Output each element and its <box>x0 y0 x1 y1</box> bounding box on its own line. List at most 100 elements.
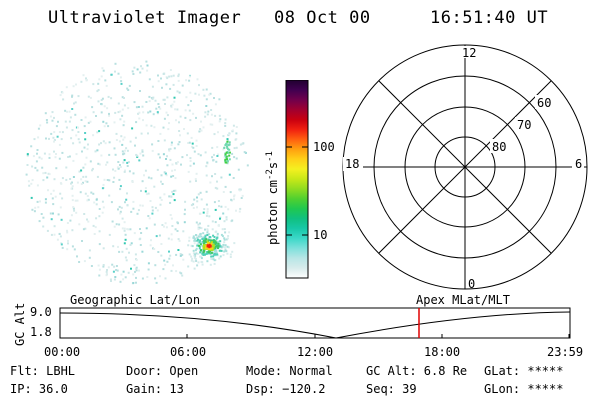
aurora-pixel <box>138 159 141 162</box>
aurora-pixel <box>82 74 85 77</box>
aurora-pixel <box>218 243 221 246</box>
aurora-pixel <box>160 243 163 245</box>
aurora-pixel <box>159 156 161 159</box>
aurora-pixel <box>173 199 176 202</box>
aurora-pixel <box>132 73 135 75</box>
aurora-pixel <box>30 182 33 185</box>
aurora-pixel <box>151 149 154 152</box>
aurora-pixel <box>196 264 199 267</box>
aurora-pixel <box>198 247 201 250</box>
aurora-pixel <box>51 111 54 114</box>
aurora-pixel <box>45 137 47 140</box>
aurora-pixel <box>81 240 83 242</box>
aurora-pixel <box>112 270 115 273</box>
aurora-pixel <box>134 144 136 147</box>
aurora-pixel <box>229 191 232 194</box>
aurora-pixel <box>202 88 205 91</box>
aurora-pixel <box>114 276 117 278</box>
aurora-pixel <box>213 153 215 156</box>
aurora-pixel <box>227 208 230 211</box>
aurora-pixel <box>53 150 55 153</box>
aurora-pixel <box>174 228 177 231</box>
aurora-pixel <box>123 221 126 224</box>
aurora-pixel <box>233 242 236 245</box>
aurora-pixel <box>177 222 179 225</box>
colorbar-gradient <box>285 80 309 279</box>
aurora-pixel <box>142 119 144 122</box>
aurora-pixel <box>78 223 81 226</box>
aurora-pixel <box>114 153 117 156</box>
aurora-pixel <box>98 243 101 246</box>
aurora-pixel <box>216 232 219 235</box>
aurora-pixel <box>211 123 214 126</box>
aurora-pixel <box>173 96 176 99</box>
aurora-pixel <box>194 92 197 95</box>
aurora-pixel <box>223 241 226 244</box>
aurora-pixel <box>86 218 88 221</box>
aurora-pixel <box>222 135 225 138</box>
aurora-pixel <box>203 241 206 244</box>
aurora-pixel <box>187 142 190 144</box>
aurora-pixel <box>108 153 111 156</box>
aurora-pixel <box>127 271 130 274</box>
aurora-pixel <box>212 239 215 242</box>
x-tick-2359: 23:59 <box>547 345 584 359</box>
aurora-pixel <box>61 131 64 134</box>
aurora-pixel <box>83 213 86 215</box>
aurora-pixel <box>156 209 159 212</box>
aurora-pixel <box>169 69 172 71</box>
aurora-pixel <box>97 264 100 267</box>
aurora-pixel <box>85 175 88 178</box>
aurora-pixel <box>66 222 69 224</box>
aurora-pixel <box>211 258 214 260</box>
aurora-pixel <box>169 158 172 161</box>
aurora-pixel <box>85 79 88 81</box>
aurora-pixel <box>191 142 194 145</box>
aurora-pixel <box>205 88 208 91</box>
aurora-pixel <box>37 127 40 130</box>
aurora-pixel <box>80 183 83 185</box>
aurora-pixel <box>61 197 64 200</box>
aurora-pixel <box>69 219 72 222</box>
aurora-pixel <box>46 176 49 179</box>
aurora-pixel <box>223 237 226 240</box>
aurora-pixel <box>53 233 56 236</box>
aurora-pixel <box>100 75 103 78</box>
aurora-pixel <box>228 173 231 176</box>
aurora-pixel <box>134 253 137 256</box>
aurora-pixel <box>202 236 205 239</box>
aurora-pixel <box>53 178 56 181</box>
aurora-pixel <box>141 67 144 70</box>
aurora-pixel <box>211 253 214 256</box>
aurora-pixel <box>228 231 231 234</box>
aurora-pixel <box>199 255 202 258</box>
aurora-pixel <box>56 238 59 241</box>
aurora-pixel <box>220 176 223 179</box>
aurora-pixel <box>128 251 130 254</box>
aurora-pixel <box>203 244 205 247</box>
aurora-pixel <box>226 245 229 248</box>
aurora-pixel <box>168 257 171 260</box>
aurora-pixel <box>118 250 121 253</box>
aurora-pixel <box>226 237 229 240</box>
aurora-pixel <box>199 251 202 254</box>
aurora-pixel <box>168 250 170 253</box>
aurora-pixel <box>42 179 45 182</box>
aurora-pixel <box>200 198 203 201</box>
aurora-pixel <box>150 177 153 180</box>
aurora-pixel <box>84 227 87 230</box>
aurora-pixel <box>225 155 228 158</box>
aurora-pixel <box>89 120 92 123</box>
aurora-pixel <box>103 105 106 108</box>
aurora-pixel <box>171 190 174 193</box>
aurora-pixel <box>209 181 212 184</box>
aurora-pixel <box>30 145 33 148</box>
aurora-pixel <box>90 265 93 267</box>
aurora-pixel <box>79 191 82 194</box>
aurora-pixel <box>107 95 110 98</box>
aurora-pixel <box>102 264 105 266</box>
aurora-pixel <box>202 126 205 129</box>
aurora-pixel <box>210 113 213 116</box>
aurora-pixel <box>207 238 210 240</box>
aurora-pixel <box>211 220 214 223</box>
